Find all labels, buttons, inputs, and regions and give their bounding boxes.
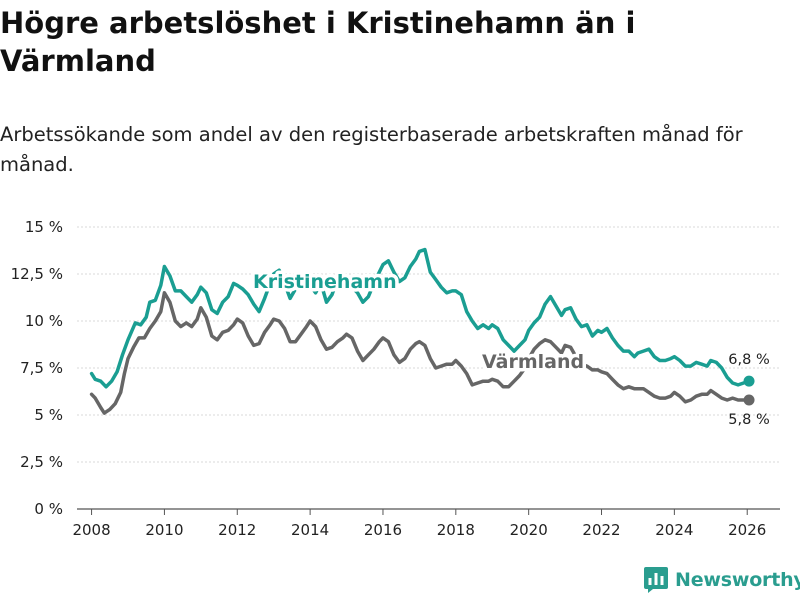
- x-tick-label: 2018: [437, 521, 475, 539]
- newsworthy-logo: Newsworthy: [644, 567, 800, 593]
- x-tick-label: 2020: [510, 521, 548, 539]
- newsworthy-logo-text: Newsworthy: [675, 569, 800, 591]
- series-label-halo: Värmland: [482, 351, 584, 373]
- x-tick-label: 2026: [728, 521, 766, 539]
- x-tick-label: 2010: [145, 521, 183, 539]
- x-tick-label: 2008: [72, 521, 110, 539]
- series-line-kristinehamn: [89, 247, 751, 389]
- series-label-halo: Kristinehamn: [253, 271, 397, 293]
- x-tick-label: 2024: [655, 521, 693, 539]
- y-tick-label: 10 %: [25, 312, 63, 330]
- chart-title: Högre arbetslöshet i Kristinehamn än i V…: [0, 6, 636, 78]
- series-label: Kristinehamn: [253, 271, 397, 293]
- series-line-värmland: [89, 291, 751, 415]
- series-end-marker: [743, 394, 755, 406]
- y-tick-label: 2,5 %: [20, 453, 63, 471]
- series-end-value: 5,8 %: [728, 412, 769, 428]
- y-tick-label: 15 %: [25, 218, 63, 236]
- newsworthy-logo-icon: [644, 567, 668, 593]
- x-tick-label: 2012: [218, 521, 256, 539]
- series-end-marker: [743, 375, 755, 387]
- y-tick-label: 0 %: [34, 500, 63, 518]
- y-tick-label: 7,5 %: [20, 359, 63, 377]
- y-tick-label: 12,5 %: [11, 265, 63, 283]
- series-label: Värmland: [482, 351, 584, 373]
- y-tick-label: 5 %: [34, 406, 63, 424]
- x-tick-label: 2022: [582, 521, 620, 539]
- chart-subtitle: Arbetssökande som andel av den registerb…: [0, 123, 743, 176]
- x-tick-label: 2016: [364, 521, 402, 539]
- x-tick-label: 2014: [291, 521, 329, 539]
- series-end-value: 6,8 %: [728, 352, 769, 368]
